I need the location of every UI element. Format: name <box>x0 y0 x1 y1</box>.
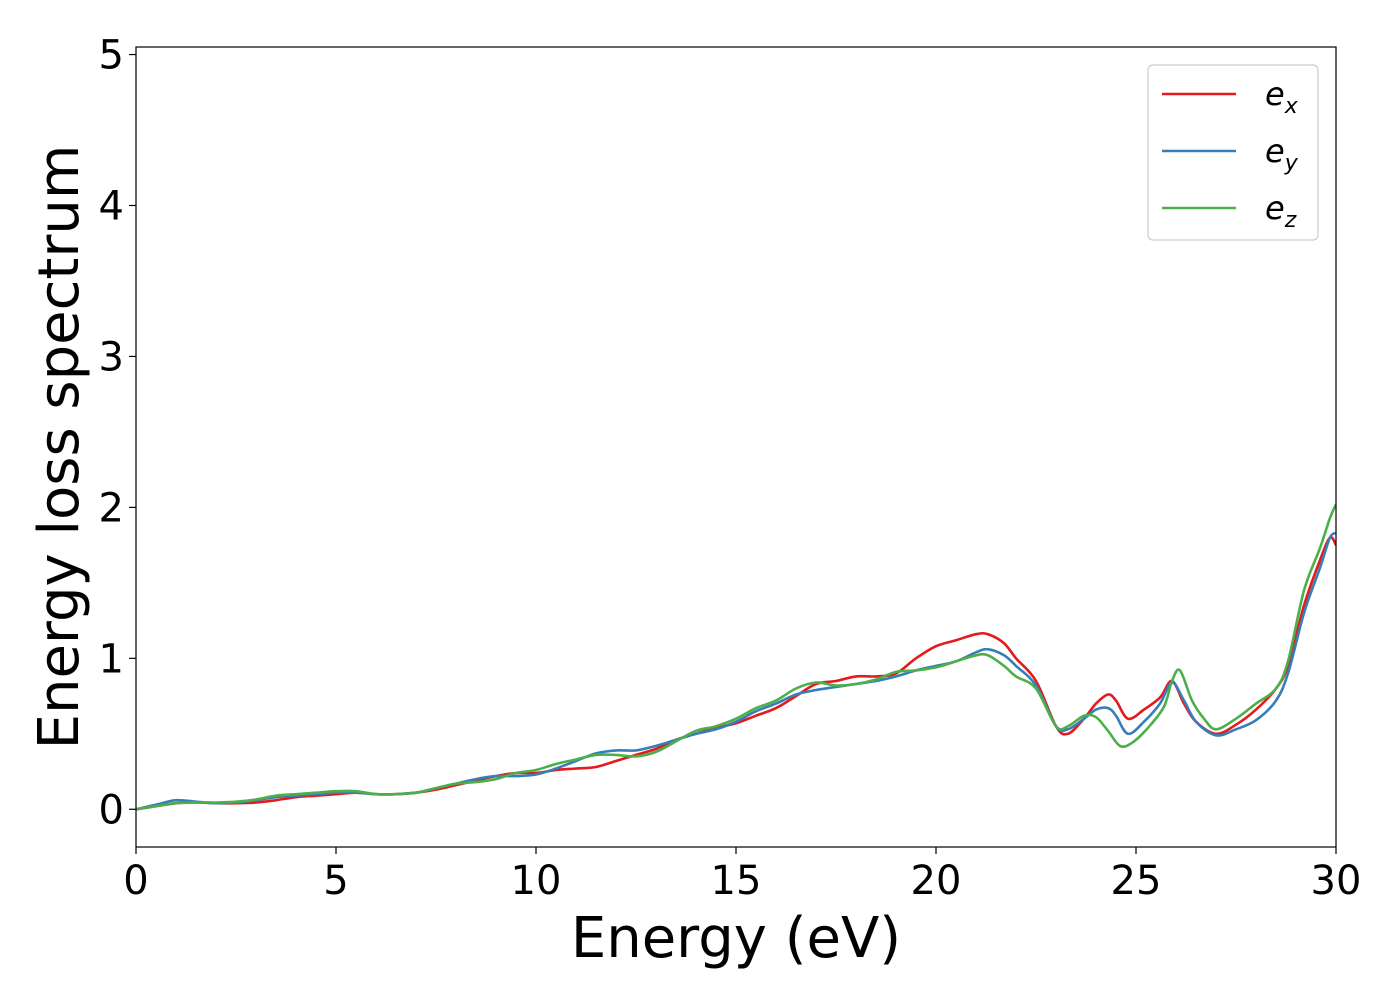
legend-label-subscript: y <box>1284 151 1299 176</box>
legend-frame <box>1147 64 1319 241</box>
legend-label-subscript: x <box>1284 94 1299 119</box>
y-tick-label: 0 <box>99 787 124 833</box>
x-tick-label: 30 <box>1311 858 1362 904</box>
legend-label-ez: ez <box>1265 189 1297 233</box>
y-tick-label: 5 <box>99 33 124 79</box>
series-line-ez <box>136 503 1336 811</box>
y-axis-title: Energy loss spectrum <box>27 145 92 750</box>
legend-label-base: e <box>1265 132 1285 170</box>
legend-label-ex: ex <box>1265 75 1299 119</box>
ticks-layer: 0 5 10 15 20 25 30 0 1 2 3 4 5 <box>99 33 1362 904</box>
legend-label-ey: ey <box>1265 132 1299 176</box>
y-tick-label: 3 <box>99 334 124 380</box>
y-tick-label: 2 <box>99 485 124 531</box>
legend-label-subscript: z <box>1284 208 1297 233</box>
x-tick-label: 10 <box>511 858 562 904</box>
x-tick-label: 0 <box>123 858 148 904</box>
y-tick-label: 1 <box>99 636 124 682</box>
x-axis-title: Energy (eV) <box>571 906 901 971</box>
x-tick-label: 15 <box>711 858 762 904</box>
x-tick-label: 25 <box>1111 858 1162 904</box>
x-tick-label: 20 <box>911 858 962 904</box>
y-tick-label: 4 <box>99 183 124 229</box>
legend-label-base: e <box>1265 189 1285 227</box>
legend-label-base: e <box>1265 75 1285 113</box>
x-tick-label: 5 <box>323 858 348 904</box>
series-layer <box>136 503 1336 811</box>
